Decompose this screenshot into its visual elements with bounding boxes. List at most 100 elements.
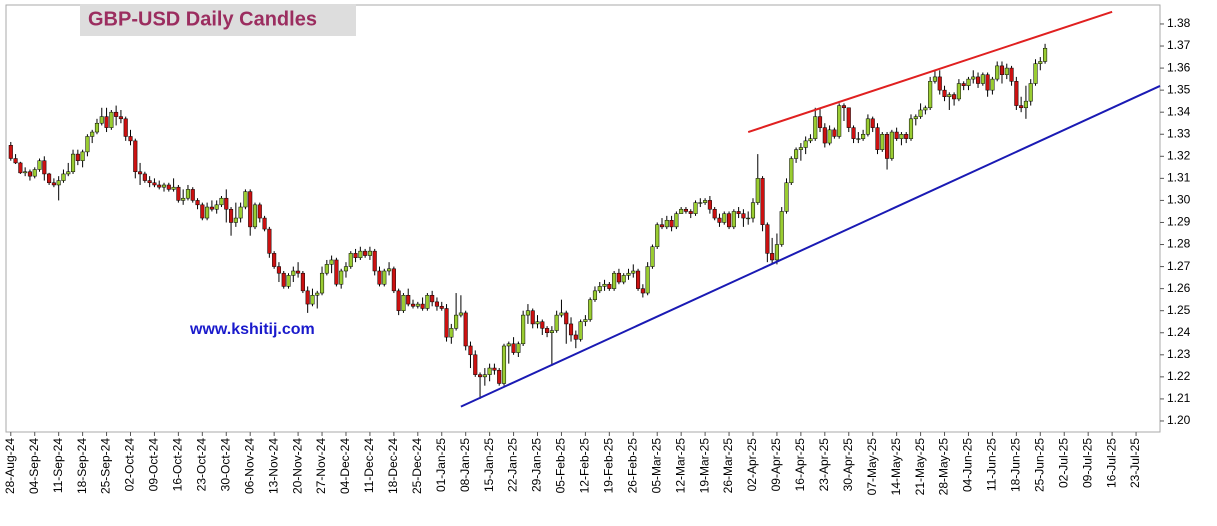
candle-body bbox=[248, 191, 253, 228]
candle-body bbox=[521, 314, 526, 345]
candle-body bbox=[70, 153, 76, 172]
candle-body bbox=[233, 217, 238, 223]
y-tick-label: 1.38 bbox=[1167, 16, 1191, 30]
candle-body bbox=[353, 253, 358, 259]
y-tick-label: 1.31 bbox=[1167, 171, 1191, 185]
candle-body bbox=[415, 303, 420, 307]
candle-body bbox=[808, 138, 813, 142]
candle-body bbox=[61, 173, 66, 181]
candle-body bbox=[956, 83, 961, 100]
candle-body bbox=[837, 105, 842, 137]
candle-body bbox=[846, 107, 851, 128]
candle-body bbox=[195, 200, 200, 206]
x-tick-label: 26-Mar-25 bbox=[721, 438, 735, 494]
trend-line bbox=[460, 85, 1161, 408]
candle-body bbox=[75, 153, 80, 161]
candle-body bbox=[109, 111, 114, 128]
candle-body bbox=[477, 374, 483, 378]
candle-body bbox=[1004, 67, 1009, 75]
x-tick-label: 15-Jan-25 bbox=[482, 438, 496, 492]
x-tick-label: 06-Nov-24 bbox=[242, 438, 256, 494]
candle-body bbox=[817, 116, 823, 128]
candle-body bbox=[679, 208, 684, 214]
candle-body bbox=[363, 250, 368, 256]
candle-body bbox=[219, 197, 224, 206]
candle-body bbox=[568, 323, 574, 336]
x-tick-label: 20-Nov-24 bbox=[290, 438, 304, 494]
candle-body bbox=[1028, 83, 1033, 102]
y-tick-label: 1.20 bbox=[1167, 413, 1191, 427]
candle-body bbox=[885, 133, 890, 159]
candle-body bbox=[736, 211, 741, 214]
candle-body bbox=[1023, 100, 1028, 109]
y-tick-label: 1.29 bbox=[1167, 215, 1191, 229]
y-tick-label: 1.33 bbox=[1167, 126, 1191, 140]
candle-body bbox=[420, 303, 425, 309]
y-tick-label: 1.36 bbox=[1167, 60, 1191, 74]
candle-body bbox=[1009, 67, 1014, 82]
x-tick-label: 27-Nov-24 bbox=[314, 438, 328, 494]
candle-body bbox=[401, 295, 406, 311]
candle-body bbox=[908, 118, 914, 139]
candle-body bbox=[640, 288, 645, 294]
title-box bbox=[80, 4, 356, 36]
candle-body bbox=[545, 328, 550, 333]
candle-body bbox=[47, 173, 52, 184]
candle-body bbox=[286, 275, 291, 287]
candle-body bbox=[367, 250, 372, 256]
candle-body bbox=[439, 306, 444, 309]
x-tick-label: 05-Feb-25 bbox=[554, 438, 568, 494]
y-tick-label: 1.26 bbox=[1167, 281, 1191, 295]
candle-body bbox=[138, 171, 143, 175]
x-tick-label: 11-Jun-25 bbox=[985, 438, 999, 491]
candle-body bbox=[832, 129, 837, 137]
candle-body bbox=[430, 295, 435, 303]
candle-body bbox=[559, 312, 564, 316]
candle-body bbox=[717, 217, 722, 223]
x-tick-label: 25-Dec-24 bbox=[410, 438, 424, 494]
candle-body bbox=[229, 208, 234, 223]
candle-body bbox=[822, 127, 827, 144]
y-tick-label: 1.25 bbox=[1167, 303, 1191, 317]
candle-body bbox=[746, 217, 751, 220]
candle-body bbox=[794, 149, 799, 159]
candle-body bbox=[310, 295, 315, 305]
candle-body bbox=[99, 116, 104, 124]
candle-body bbox=[339, 270, 344, 285]
x-tick-label: 09-Apr-25 bbox=[769, 438, 783, 492]
candle-body bbox=[104, 116, 109, 128]
candle-body bbox=[937, 76, 942, 91]
candle-body bbox=[966, 78, 971, 86]
x-tick-label: 04-Dec-24 bbox=[338, 438, 352, 494]
candle-body bbox=[506, 343, 511, 347]
x-tick-label: 25-Jun-25 bbox=[1032, 438, 1046, 492]
x-tick-label: 16-Oct-24 bbox=[171, 438, 185, 492]
candle-body bbox=[1019, 105, 1024, 109]
candle-body bbox=[971, 76, 976, 80]
candle-body bbox=[133, 140, 138, 172]
candle-body bbox=[305, 290, 310, 305]
plot-frame bbox=[5, 4, 1161, 433]
candle-body bbox=[913, 116, 918, 120]
candle-body bbox=[722, 213, 727, 223]
candle-body bbox=[377, 270, 382, 285]
candle-body bbox=[391, 268, 396, 292]
x-tick-label: 16-Jul-25 bbox=[1104, 438, 1118, 488]
candle-body bbox=[573, 334, 578, 340]
x-tick-label: 11-Dec-24 bbox=[362, 438, 376, 493]
candle-body bbox=[147, 180, 152, 184]
candle-body bbox=[645, 266, 650, 294]
chart-title: GBP-USD Daily Candles bbox=[88, 8, 317, 30]
x-tick-label: 02-Apr-25 bbox=[745, 438, 759, 492]
candle-body bbox=[185, 189, 191, 199]
candle-body bbox=[549, 330, 554, 333]
x-tick-label: 07-May-25 bbox=[865, 438, 879, 496]
candle-body bbox=[750, 202, 756, 219]
candle-body bbox=[190, 189, 195, 201]
candle-body bbox=[770, 253, 775, 261]
y-tick-label: 1.22 bbox=[1167, 369, 1191, 383]
candle-body bbox=[583, 319, 588, 322]
candle-body bbox=[200, 204, 205, 219]
x-tick-label: 09-Jul-25 bbox=[1080, 438, 1094, 488]
